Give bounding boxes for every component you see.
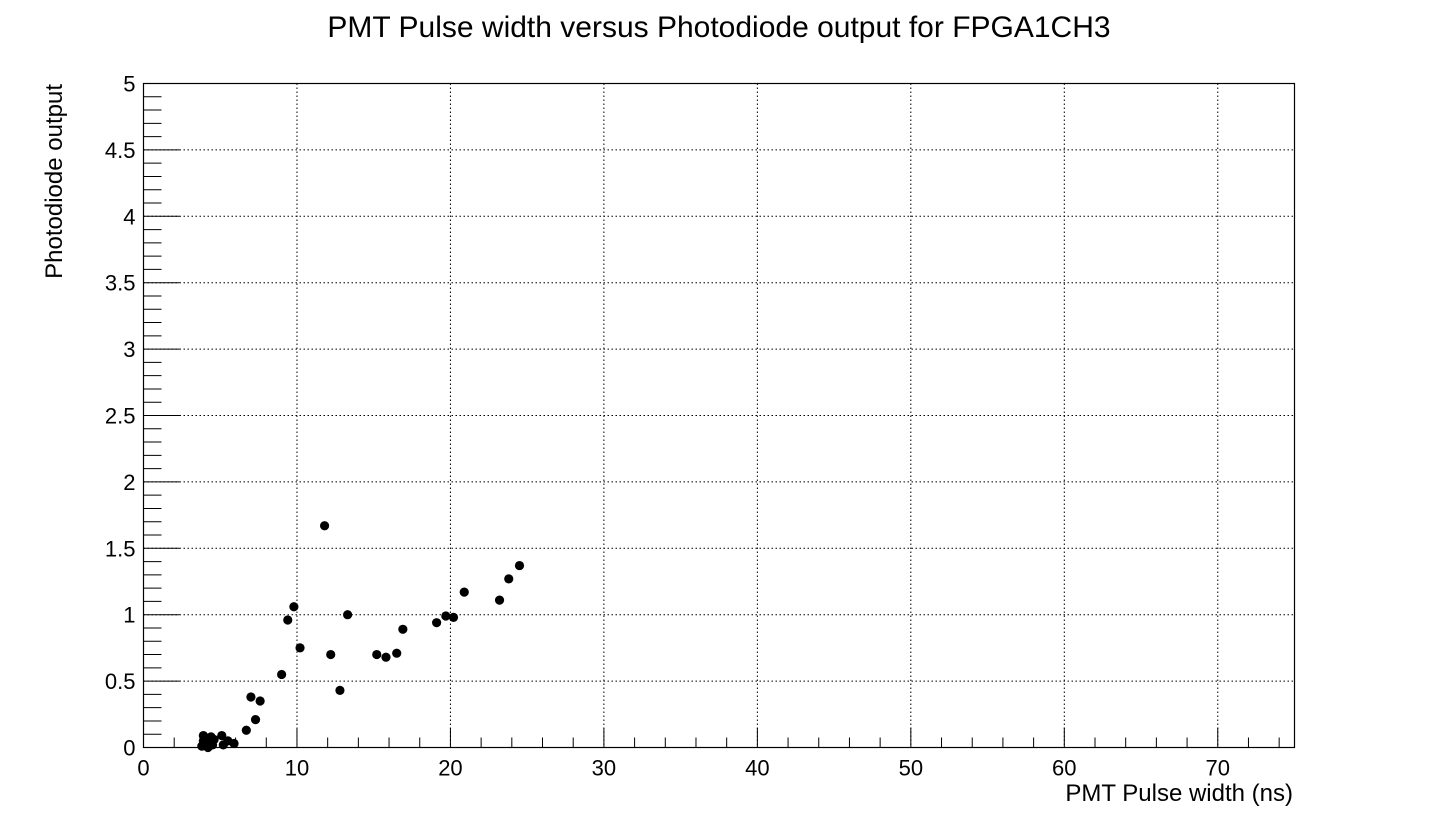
- data-point: [289, 602, 299, 612]
- y-tick-label: 1.5: [105, 536, 136, 561]
- data-point: [494, 595, 505, 605]
- x-tick-labels: 0 10 20 30 40 50 60 70: [137, 756, 1230, 781]
- data-points: [197, 521, 525, 753]
- y-tick-label: 4: [123, 204, 135, 229]
- data-point: [335, 685, 345, 695]
- data-point: [448, 612, 459, 622]
- grid-lines: [143, 83, 1295, 748]
- data-point: [229, 738, 239, 749]
- y-tick-label: 1: [123, 603, 135, 628]
- data-point: [209, 734, 219, 745]
- y-tick-label: 3: [123, 337, 135, 362]
- x-tick-label: 10: [285, 756, 309, 781]
- data-point: [343, 610, 353, 620]
- data-point: [459, 587, 469, 597]
- y-tick-label: 0: [123, 736, 135, 761]
- data-point: [255, 696, 265, 706]
- data-point: [277, 669, 287, 680]
- data-point: [217, 730, 227, 741]
- y-tick-label: 0.5: [105, 669, 136, 694]
- data-point: [504, 574, 514, 584]
- data-point: [241, 725, 251, 735]
- y-tick-label: 4.5: [105, 138, 136, 163]
- y-axis-label: Photodiode output: [41, 84, 68, 279]
- x-tick-label: 20: [438, 756, 462, 781]
- data-point: [392, 648, 402, 658]
- data-point: [514, 560, 525, 571]
- x-tick-label: 70: [1206, 756, 1230, 781]
- minor-ticks: [143, 96, 1280, 748]
- y-tick-label: 3.5: [105, 271, 136, 296]
- x-tick-label: 30: [592, 756, 616, 781]
- plot-frame: [142, 82, 1296, 749]
- x-tick-label: 40: [745, 756, 769, 781]
- x-tick-label: 50: [899, 756, 923, 781]
- x-tick-label: 60: [1052, 756, 1076, 781]
- data-point: [432, 618, 442, 628]
- data-point: [246, 692, 256, 702]
- y-tick-label: 2: [123, 470, 135, 495]
- data-point: [250, 715, 261, 725]
- x-tick-label: 0: [137, 756, 149, 781]
- data-point: [283, 615, 293, 625]
- data-point: [372, 649, 382, 660]
- data-point: [326, 649, 336, 660]
- data-point: [381, 652, 391, 662]
- data-point: [319, 521, 330, 531]
- chart-title: PMT Pulse width versus Photodiode output…: [327, 11, 1110, 44]
- data-point: [441, 611, 451, 621]
- x-axis-label: PMT Pulse width (ns): [1065, 780, 1293, 807]
- y-tick-label: 5: [123, 72, 135, 97]
- data-point: [398, 624, 408, 634]
- data-point: [295, 643, 305, 653]
- y-tick-labels: 0 0.5 1 1.5 2 2.5 3 3.5 4 4.5 5: [105, 72, 136, 761]
- y-tick-label: 2.5: [105, 404, 136, 429]
